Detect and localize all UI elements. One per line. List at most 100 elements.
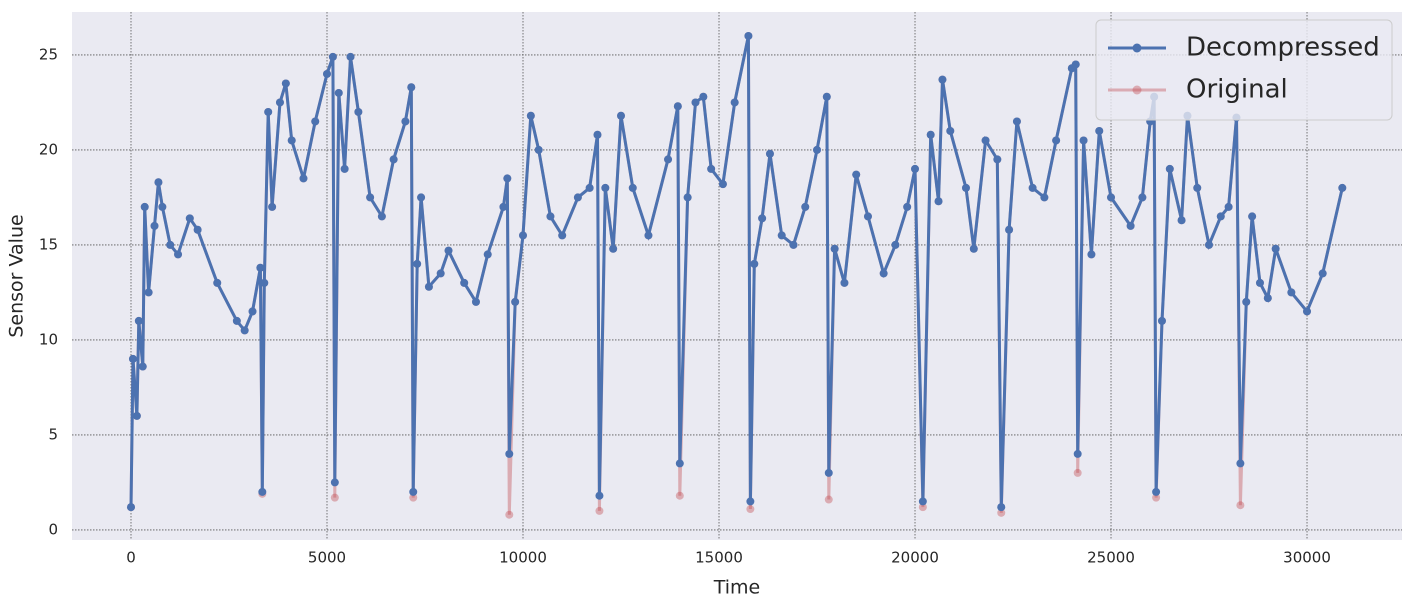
point — [758, 214, 767, 223]
point — [409, 487, 418, 496]
point — [1177, 216, 1186, 225]
point — [1248, 212, 1257, 221]
point — [377, 212, 386, 221]
point — [765, 149, 774, 158]
point — [918, 497, 927, 506]
point — [275, 98, 284, 107]
point — [1263, 294, 1272, 303]
point — [240, 326, 249, 335]
point — [166, 240, 175, 249]
point — [601, 183, 610, 192]
point — [644, 231, 653, 240]
point — [409, 493, 418, 502]
marks — [126, 31, 1347, 519]
point — [534, 145, 543, 154]
point — [718, 180, 727, 189]
point — [852, 170, 861, 179]
point — [511, 297, 520, 306]
point — [777, 231, 786, 240]
point — [1242, 297, 1251, 306]
point — [1107, 193, 1116, 202]
point — [824, 495, 833, 504]
point — [334, 88, 343, 97]
point — [340, 164, 349, 173]
point — [934, 197, 943, 206]
point — [789, 240, 798, 249]
point — [911, 164, 920, 173]
point — [1318, 269, 1327, 278]
x-tick-label: 0 — [126, 549, 136, 567]
point — [460, 278, 469, 287]
point — [1255, 278, 1264, 287]
point — [1138, 193, 1147, 202]
point — [401, 117, 410, 126]
point — [997, 503, 1006, 512]
point — [664, 155, 673, 164]
point — [323, 69, 332, 78]
point — [609, 244, 618, 253]
x-tick-label: 5000 — [308, 549, 346, 567]
point — [185, 214, 194, 223]
point — [981, 136, 990, 145]
point — [628, 183, 637, 192]
point — [926, 130, 935, 139]
x-tick-label: 30000 — [1283, 549, 1331, 567]
point — [366, 193, 375, 202]
point — [444, 246, 453, 255]
point — [260, 278, 269, 287]
point — [140, 202, 149, 211]
point — [1271, 244, 1280, 253]
point — [258, 487, 267, 496]
x-tick-label: 15000 — [695, 549, 743, 567]
point — [617, 111, 626, 120]
point — [918, 503, 927, 512]
point — [1152, 493, 1161, 502]
point — [946, 126, 955, 135]
point — [993, 155, 1002, 164]
point — [505, 510, 514, 519]
point — [126, 503, 135, 512]
legend-marker — [1132, 43, 1142, 53]
point — [1236, 459, 1245, 468]
point — [287, 136, 296, 145]
point — [1005, 225, 1014, 234]
point — [281, 79, 290, 88]
point — [903, 202, 912, 211]
point — [505, 449, 514, 458]
point — [863, 212, 872, 221]
point — [961, 183, 970, 192]
point — [1165, 164, 1174, 173]
point — [891, 240, 900, 249]
point — [1287, 288, 1296, 297]
point — [683, 193, 692, 202]
point — [232, 316, 241, 325]
point — [595, 491, 604, 500]
point — [801, 202, 810, 211]
point — [1073, 468, 1082, 477]
point — [1236, 501, 1245, 510]
point — [407, 83, 416, 92]
point — [558, 231, 567, 240]
point — [1338, 183, 1347, 192]
point — [213, 278, 222, 287]
point — [174, 250, 183, 259]
point — [1193, 183, 1202, 192]
point — [1040, 193, 1049, 202]
point — [256, 263, 265, 272]
point — [1216, 212, 1225, 221]
point — [746, 505, 755, 514]
legend-box — [1095, 19, 1393, 121]
point — [268, 202, 277, 211]
point — [830, 244, 839, 253]
point — [997, 508, 1006, 517]
point — [150, 221, 159, 230]
point — [691, 98, 700, 107]
legend: Decompressed Original — [1095, 19, 1393, 121]
point — [1073, 449, 1082, 458]
point — [132, 411, 141, 420]
point — [417, 193, 426, 202]
y-axis-label: Sensor Value — [6, 214, 28, 337]
point — [471, 297, 480, 306]
point — [354, 107, 363, 116]
